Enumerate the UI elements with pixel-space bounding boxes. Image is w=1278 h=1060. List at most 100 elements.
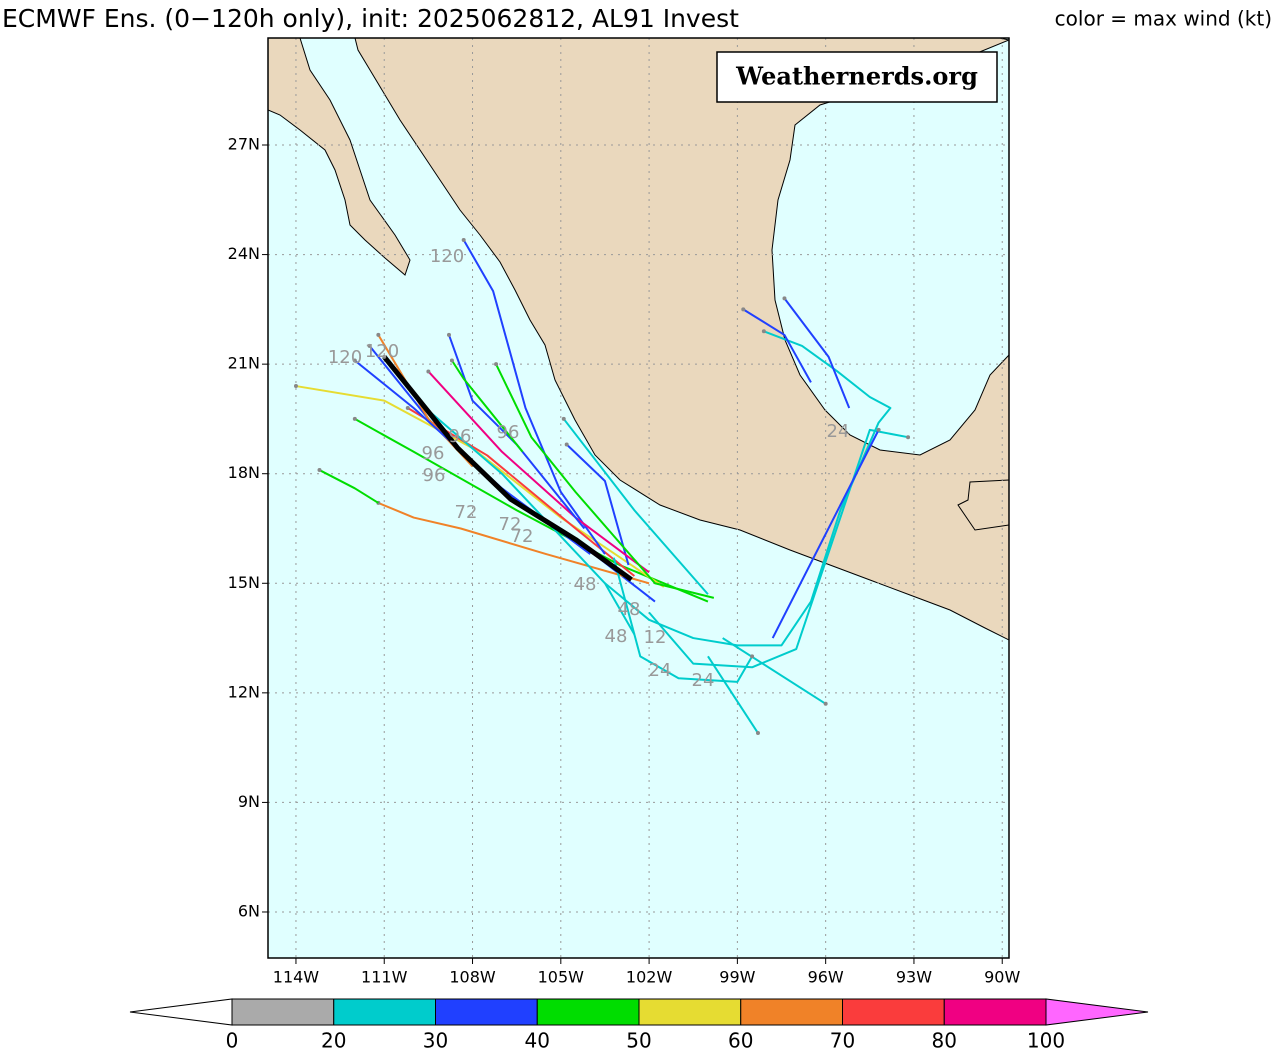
hour-label: 120 — [430, 246, 464, 267]
colorbar-tick-label: 60 — [728, 1029, 753, 1053]
hour-label: 72 — [499, 514, 522, 535]
storm-track — [612, 557, 753, 683]
track-end — [823, 701, 828, 706]
storm-track — [382, 355, 633, 582]
hour-label: 48 — [605, 626, 628, 647]
colorbar-tick-label: 80 — [932, 1029, 957, 1053]
colorbar-tick-label: 50 — [626, 1029, 651, 1053]
hour-label: 120 — [328, 347, 362, 368]
storm-track — [462, 239, 606, 555]
colorbar-segment — [333, 998, 436, 1026]
storm-track — [648, 428, 909, 669]
storm-track — [783, 297, 851, 409]
storm-track — [451, 359, 524, 453]
colorbar-segment — [536, 998, 640, 1026]
track-end — [561, 416, 566, 421]
storm-track — [742, 308, 812, 383]
hour-label: 24 — [827, 421, 850, 442]
colorbar-tick-label: 0 — [226, 1029, 239, 1053]
storm-track — [377, 502, 650, 585]
track-end — [426, 369, 431, 374]
y-tick-label: 12N — [228, 682, 260, 701]
colorbar-tick-label: 70 — [830, 1029, 855, 1053]
storm-track — [566, 443, 630, 566]
track-end — [367, 343, 372, 348]
track-end — [352, 358, 357, 363]
track-end — [446, 332, 451, 337]
track-end — [405, 405, 410, 410]
hour-label: 96 — [422, 443, 445, 464]
colorbar-segment — [231, 998, 335, 1026]
hour-label: 48 — [618, 599, 641, 620]
colorbar-tick-label: 20 — [321, 1029, 346, 1053]
colorbar-tick-label: 40 — [525, 1029, 550, 1053]
x-tick-label: 114W — [273, 968, 320, 987]
x-tick-label: 108W — [449, 968, 496, 987]
track-end — [782, 296, 787, 301]
x-tick-label: 93W — [896, 968, 932, 987]
track-end — [741, 307, 746, 312]
colorbar-tick-label: 100 — [1027, 1029, 1065, 1053]
track-end — [564, 442, 569, 447]
x-tick-label: 96W — [808, 968, 844, 987]
colorbar-segment — [842, 998, 945, 1026]
storm-track — [495, 363, 715, 599]
land — [268, 38, 411, 276]
track-end — [906, 435, 911, 440]
storm-track — [448, 334, 586, 530]
y-tick-label: 18N — [228, 463, 260, 482]
y-tick-label: 27N — [228, 135, 260, 154]
storm-track — [771, 429, 880, 639]
track-end — [293, 384, 298, 389]
hour-label: 96 — [449, 426, 472, 447]
track-end — [755, 731, 760, 736]
hour-label: 72 — [455, 502, 478, 523]
colorbar-segment — [638, 998, 742, 1026]
title: ECMWF Ens. (0−120h only), init: 20250628… — [2, 4, 739, 33]
storm-track — [604, 330, 892, 647]
track-end — [382, 354, 387, 359]
storm-track — [707, 655, 759, 734]
track-end — [494, 362, 499, 367]
storm-track — [319, 469, 379, 504]
frame — [267, 37, 1010, 959]
y-tick-label: 6N — [238, 901, 260, 920]
track-end — [750, 654, 755, 659]
x-tick-label: 102W — [626, 968, 673, 987]
track-end — [376, 332, 381, 337]
track-end — [317, 468, 322, 473]
storm-track — [427, 370, 650, 574]
y-tick-label: 15N — [228, 573, 260, 592]
hour-label: 96 — [497, 422, 520, 443]
x-tick-label: 111W — [361, 968, 408, 987]
hour-label: 48 — [574, 574, 597, 595]
hour-label: 24 — [649, 660, 672, 681]
colorbar-over — [1045, 998, 1149, 1026]
watermark-box — [716, 51, 998, 103]
hour-label: 96 — [423, 465, 446, 486]
y-tick-label: 9N — [238, 792, 260, 811]
track-end — [449, 358, 454, 363]
track-end — [761, 329, 766, 334]
border — [957, 479, 1009, 531]
colorbar-tick-label: 30 — [423, 1029, 448, 1053]
storm-track — [722, 637, 827, 705]
colorbar-segment — [740, 998, 843, 1026]
land — [354, 38, 1009, 641]
color-note: color = max wind (kt) — [1055, 7, 1272, 31]
storm-track — [562, 418, 709, 595]
y-tick-label: 24N — [228, 244, 260, 263]
track-end — [876, 427, 881, 432]
hour-label: 12 — [644, 627, 667, 648]
colorbar-under — [129, 998, 233, 1026]
track-end — [352, 416, 357, 421]
hour-label: 72 — [511, 526, 534, 547]
track-end — [461, 237, 466, 242]
x-tick-label: 105W — [538, 968, 585, 987]
watermark: Weathernerds.org — [735, 62, 978, 91]
colorbar-segment — [435, 998, 538, 1026]
colorbar-segment — [943, 998, 1047, 1026]
x-tick-label: 90W — [984, 968, 1020, 987]
